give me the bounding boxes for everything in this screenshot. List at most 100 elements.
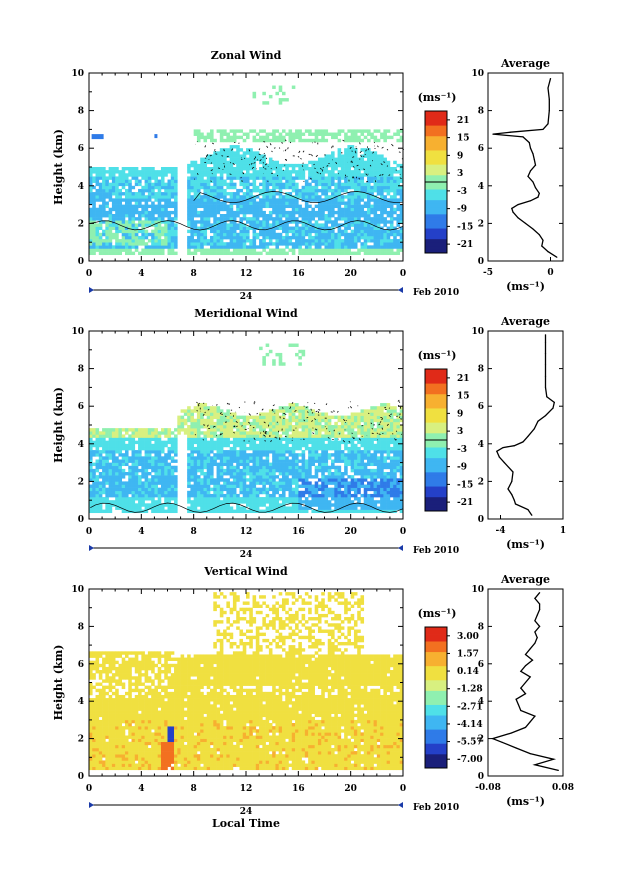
heatmap-cell [187,443,191,448]
heatmap-cell [147,481,152,485]
heatmap-cell [164,188,168,193]
heatmap-cell [216,229,221,234]
heatmap-cell [167,468,172,473]
heatmap-cell [219,493,224,498]
heatmap-cell [314,239,319,243]
heatmap-cell [288,418,293,423]
heatmap-cell [278,173,283,177]
heatmap-cell [232,415,237,420]
heatmap-cell [321,173,325,177]
heatmap-cell [301,349,306,354]
heatmap-cell [115,167,119,171]
heatmap-cell [324,418,329,423]
heatmap-cell [301,456,306,460]
heatmap-cell [337,157,342,162]
heatmap-cell [203,248,208,252]
heatmap-cell [121,248,126,252]
heatmap-cell [170,223,175,227]
heatmap-cell [255,506,260,510]
heatmap-cell [134,182,139,187]
heatmap-cell [196,138,201,143]
heatmap-cell [95,173,100,177]
heatmap-cell [232,437,237,441]
heatmap-cell [314,500,319,504]
heatmap-cell [344,251,348,256]
heatmap-cell [95,245,100,249]
heatmap-cell [239,163,244,168]
heatmap-cell [295,176,299,180]
heatmap-cell [308,415,312,420]
heatmap-cell [108,173,113,177]
heatmap-cell [380,201,384,205]
heatmap-cell [164,195,168,199]
heatmap-cell [272,468,276,473]
heatmap-cell [128,484,132,488]
heatmap-cell [304,188,309,193]
heatmap-cell [389,135,394,140]
heatmap-cell [275,232,280,237]
heatmap-cell [344,487,348,492]
heatmap-cell [200,425,204,429]
heatmap-cell [308,170,312,174]
heatmap-cell [363,201,368,205]
heatmap-cell [115,201,119,205]
heatmap-cell [115,472,119,476]
heatmap-cell [134,453,139,457]
heatmap-cell [164,201,168,205]
heatmap-cell [219,179,224,183]
heatmap-cell [242,160,247,165]
heatmap-cell [190,185,194,190]
heatmap-cell [321,425,325,429]
heatmap-cell [141,431,145,435]
heatmap-cell [350,217,355,221]
heatmap-cell [389,220,394,224]
heatmap-cell [331,425,335,429]
heatmap-cell [236,173,240,177]
heatmap-cell [118,182,123,187]
heatmap-cell [272,462,276,467]
heatmap-cell [275,245,280,249]
heatmap-cell [295,406,299,410]
heatmap-cell [154,248,158,252]
heatmap-cell [174,170,178,174]
heatmap-cell [105,481,109,485]
heatmap-cell [164,210,168,215]
heatmap-cell [350,138,355,143]
heatmap-cell [134,242,139,246]
heatmap-cell [344,179,348,183]
heatmap-cell [229,229,234,234]
heatmap-cell [160,506,165,510]
heatmap-cell [223,157,227,162]
heatmap-cell [353,182,358,187]
heatmap-cell [337,509,342,514]
heatmap-cell [389,232,394,237]
heatmap-cell [363,235,368,240]
heatmap-cell [196,235,201,240]
heatmap-cell [272,493,276,498]
heatmap-cell [167,220,172,224]
heatmap-cell [272,251,276,256]
heatmap-cell [174,235,178,240]
heatmap-cell [344,176,348,180]
heatmap-cell [210,468,214,473]
heatmap-cell [383,170,387,174]
heatmap-cell [160,179,165,183]
heatmap-cell [128,210,132,215]
heatmap-cell [236,214,240,218]
heatmap-cell [360,235,365,240]
heatmap-cell [314,251,319,256]
heatmap-cell [259,497,263,501]
heatmap-cell [298,132,302,136]
heatmap-cell [295,484,299,488]
heatmap-cell [291,487,296,492]
heatmap-cell [370,251,374,256]
heatmap-cell [111,176,116,180]
heatmap-cell [321,503,325,507]
profile-point [541,245,543,247]
heatmap-cell [265,343,270,347]
heatmap-cell [128,167,132,171]
heatmap-cell [174,487,178,492]
heatmap-cell [131,481,136,485]
heatmap-cell [206,154,211,158]
heatmap-cell [278,418,283,423]
